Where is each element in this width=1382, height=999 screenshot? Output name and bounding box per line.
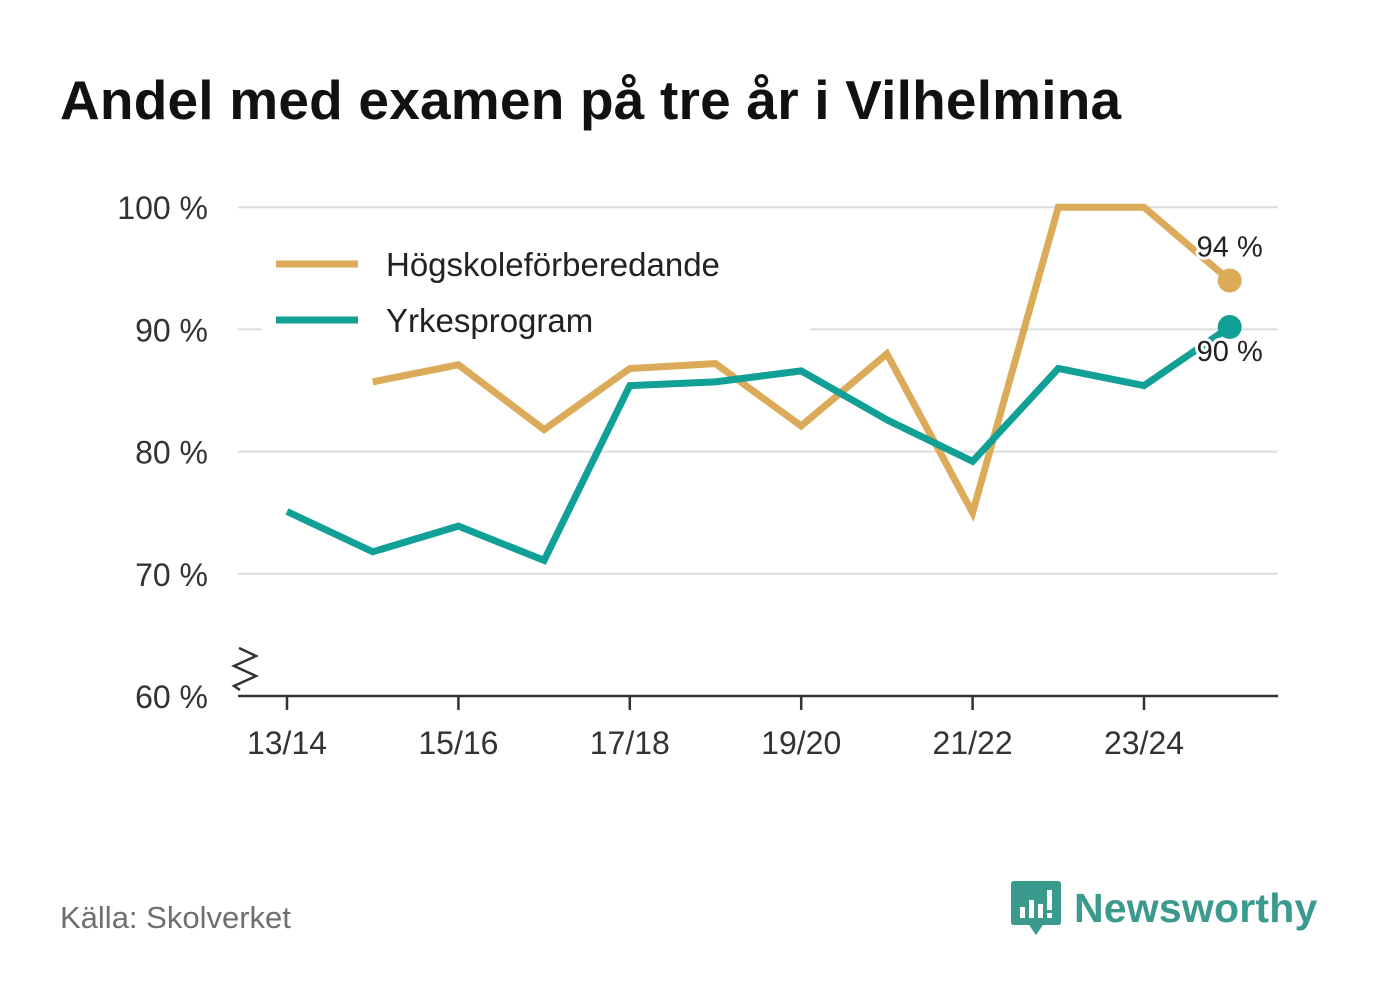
x-tick-label: 21/22: [933, 725, 1013, 761]
end-value-label: 90 %: [1197, 336, 1263, 368]
series-line-2: [285, 324, 1232, 565]
end-value-label: 94 %: [1197, 232, 1263, 264]
legend: Högskoleförberedande Yrkesprogram: [262, 228, 810, 348]
axes: [230, 646, 1278, 698]
x-tick-label: 17/18: [590, 725, 670, 761]
legend-label: Yrkesprogram: [386, 302, 593, 339]
y-tick-label: 80 %: [135, 435, 208, 471]
series: [285, 203, 1242, 565]
y-tick-label: 90 %: [135, 312, 208, 348]
axis-break-icon: [230, 646, 260, 692]
end-point-marker: [1217, 314, 1242, 339]
end-point-marker: [1217, 268, 1242, 293]
y-axis-ticks: 60 % 70 % 80 % 90 % 100 %: [117, 190, 208, 715]
x-tick-label: 19/20: [761, 725, 841, 761]
chart-bubble-icon: [1011, 881, 1061, 935]
y-tick-label: 60 %: [135, 679, 208, 715]
x-axis-ticks: 13/14 15/16 17/18 19/20 21/22 23/24: [247, 697, 1184, 761]
x-tick-label: 23/24: [1104, 725, 1184, 761]
y-tick-label: 70 %: [135, 557, 208, 593]
legend-background: [262, 228, 810, 348]
end-labels: 94 % 90 %: [1194, 229, 1266, 371]
y-tick-label: 100 %: [117, 190, 208, 226]
newsworthy-logo: Newsworthy: [1010, 878, 1318, 938]
x-tick-label: 13/14: [247, 725, 327, 761]
series-line-1: [372, 203, 1232, 522]
legend-label: Högskoleförberedande: [386, 246, 720, 283]
chart-title: Andel med examen på tre år i Vilhelmina: [60, 69, 1122, 131]
logo-wordmark: Newsworthy: [1074, 884, 1318, 931]
x-tick-label: 15/16: [418, 725, 498, 761]
source-note: Källa: Skolverket: [60, 900, 291, 935]
